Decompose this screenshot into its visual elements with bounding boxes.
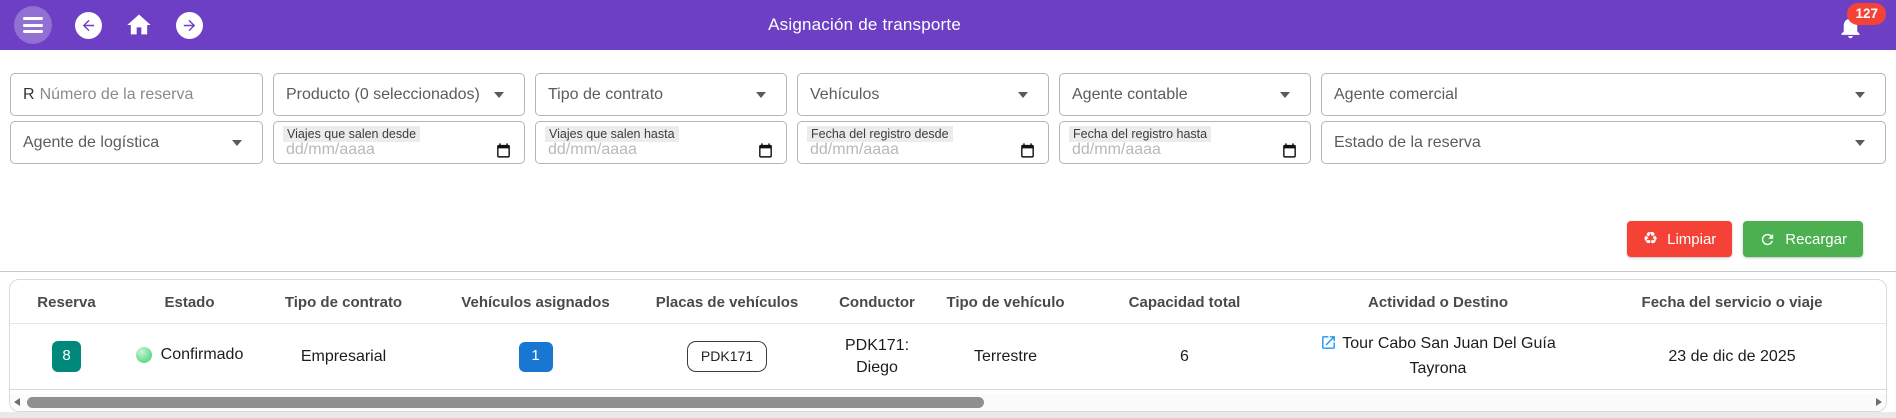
chevron-down-icon bbox=[232, 139, 242, 146]
scrollbar-thumb[interactable] bbox=[27, 397, 984, 408]
table-row: 8 Confirmado Empresarial 1 PDK171 PDK171… bbox=[10, 323, 1886, 390]
horizontal-scrollbar[interactable] bbox=[10, 394, 1886, 411]
assigned-vehicles-badge[interactable]: 1 bbox=[518, 341, 553, 372]
activity-link[interactable]: Tour Cabo San Juan Del Guía Tayrona bbox=[1342, 335, 1556, 377]
back-button[interactable] bbox=[75, 11, 102, 39]
hamburger-menu-icon bbox=[23, 17, 43, 20]
page-title: Asignación de transporte bbox=[768, 15, 961, 34]
chevron-down-icon bbox=[1855, 91, 1865, 98]
menu-button[interactable] bbox=[14, 6, 52, 44]
vehicle-type-cell: Terrestre bbox=[940, 323, 1071, 390]
status-label: Confirmado bbox=[160, 345, 244, 363]
commercial-agent-select[interactable]: Agente comercial bbox=[1321, 73, 1886, 116]
vehicles-select[interactable]: Vehículos bbox=[797, 73, 1049, 116]
col-header-capacidad: Capacidad total bbox=[1071, 280, 1298, 324]
filters-panel: R Número de la reserva Producto (0 selec… bbox=[0, 50, 1896, 257]
clear-button[interactable]: ♻ Limpiar bbox=[1626, 221, 1733, 257]
refresh-icon bbox=[1759, 231, 1776, 248]
col-header-vehiculos-asignados: Vehículos asignados bbox=[431, 280, 640, 324]
col-header-actividad: Actividad o Destino bbox=[1298, 280, 1578, 324]
section-divider bbox=[0, 271, 1896, 272]
table-header-row: Reserva Estado Tipo de contrato Vehículo… bbox=[10, 280, 1886, 324]
reservation-number-input[interactable]: R Número de la reserva bbox=[10, 73, 263, 116]
forward-button[interactable] bbox=[176, 11, 203, 39]
calendar-icon[interactable] bbox=[1019, 142, 1036, 159]
calendar-icon[interactable] bbox=[1281, 142, 1298, 159]
home-icon bbox=[125, 11, 153, 39]
trips-from-date-input[interactable]: Viajes que salen desde dd/mm/aaaa bbox=[273, 121, 525, 164]
accounting-agent-select[interactable]: Agente contable bbox=[1059, 73, 1311, 116]
capacity-cell: 6 bbox=[1071, 323, 1298, 390]
reload-button[interactable]: Recargar bbox=[1743, 221, 1863, 257]
registry-to-date-input[interactable]: Fecha del registro hasta dd/mm/aaaa bbox=[1059, 121, 1311, 164]
chevron-down-icon bbox=[1855, 139, 1865, 146]
reservation-placeholder: Número de la reserva bbox=[39, 85, 194, 103]
col-header-reserva: Reserva bbox=[10, 280, 123, 324]
bell-icon bbox=[1837, 16, 1864, 46]
contract-type-select[interactable]: Tipo de contrato bbox=[535, 73, 787, 116]
product-select[interactable]: Producto (0 seleccionados) bbox=[273, 73, 525, 116]
contract-type-cell: Empresarial bbox=[256, 323, 431, 390]
col-header-placas: Placas de vehículos bbox=[640, 280, 814, 324]
col-header-fecha: Fecha del servicio o viaje bbox=[1578, 280, 1886, 324]
home-button[interactable] bbox=[125, 11, 153, 39]
col-header-estado: Estado bbox=[123, 280, 256, 324]
app-header: Asignación de transporte 127 bbox=[0, 0, 1896, 50]
driver-cell: PDK171: Diego bbox=[844, 336, 910, 376]
chevron-down-icon bbox=[494, 91, 504, 98]
open-in-new-icon[interactable] bbox=[1320, 334, 1337, 358]
col-header-conductor: Conductor bbox=[814, 280, 940, 324]
service-date-cell: 23 de dic de 2025 bbox=[1578, 323, 1886, 390]
reservation-status-select[interactable]: Estado de la reserva bbox=[1321, 121, 1886, 164]
col-header-tipo-vehiculo: Tipo de vehículo bbox=[940, 280, 1071, 324]
filter-row-2: Agente de logística Viajes que salen des… bbox=[0, 121, 1896, 164]
recycle-icon: ♻ bbox=[1642, 228, 1659, 249]
reserva-badge[interactable]: 8 bbox=[52, 341, 81, 372]
calendar-icon[interactable] bbox=[757, 142, 774, 159]
calendar-icon[interactable] bbox=[495, 142, 512, 159]
status-dot-icon bbox=[135, 346, 152, 363]
registry-from-date-input[interactable]: Fecha del registro desde dd/mm/aaaa bbox=[797, 121, 1049, 164]
notification-badge: 127 bbox=[1847, 3, 1886, 25]
logistics-agent-select[interactable]: Agente de logística bbox=[10, 121, 263, 164]
scroll-right-arrow-icon[interactable] bbox=[1876, 398, 1882, 406]
notifications-button[interactable]: 127 bbox=[1837, 3, 1886, 42]
results-table: Reserva Estado Tipo de contrato Vehículo… bbox=[10, 280, 1886, 390]
reservation-prefix: R bbox=[23, 85, 35, 103]
trips-to-date-input[interactable]: Viajes que salen hasta dd/mm/aaaa bbox=[535, 121, 787, 164]
chevron-down-icon bbox=[1280, 91, 1290, 98]
actions-bar: ♻ Limpiar Recargar bbox=[0, 221, 1896, 257]
scroll-left-arrow-icon[interactable] bbox=[14, 398, 20, 406]
chevron-down-icon bbox=[756, 91, 766, 98]
col-header-tipo-contrato: Tipo de contrato bbox=[256, 280, 431, 324]
chevron-down-icon bbox=[1018, 91, 1028, 98]
arrow-right-icon bbox=[181, 17, 198, 34]
plate-chip: PDK171 bbox=[686, 341, 768, 372]
arrow-left-icon bbox=[80, 17, 97, 34]
results-table-card: Reserva Estado Tipo de contrato Vehículo… bbox=[9, 279, 1887, 412]
filter-row-1: R Número de la reserva Producto (0 selec… bbox=[0, 73, 1896, 116]
